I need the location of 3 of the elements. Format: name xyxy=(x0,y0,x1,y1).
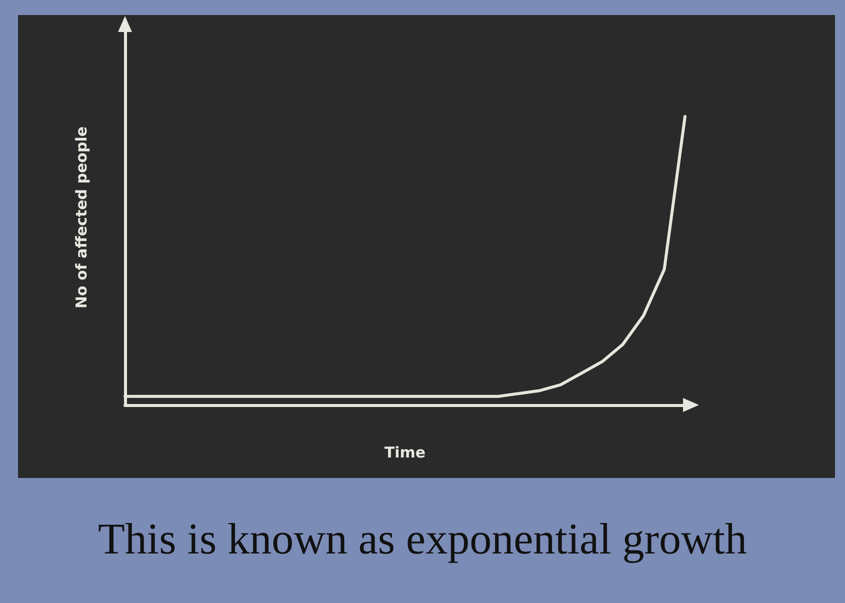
y-axis-title: No of affected people xyxy=(72,126,90,309)
x-axis-title: Time xyxy=(384,444,426,462)
text: This is known as exponential growth xyxy=(98,514,747,564)
